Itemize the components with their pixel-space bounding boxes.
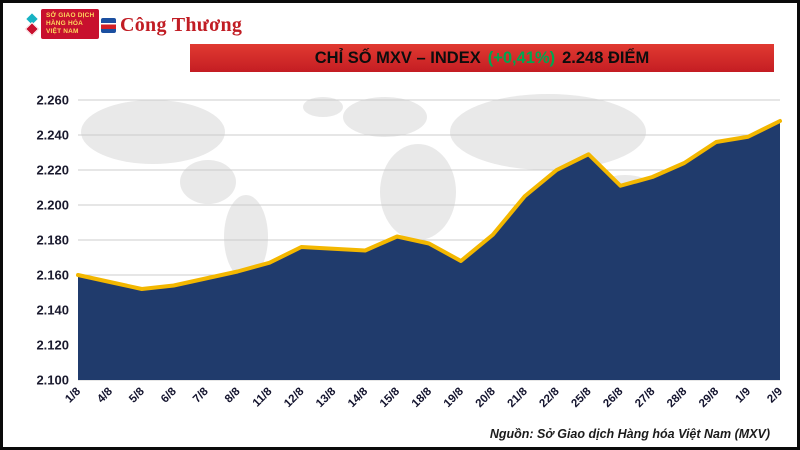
source-note: Nguồn: Sở Giao dịch Hàng hóa Việt Nam (M…: [489, 427, 770, 441]
mxv-index-chart: 2.100 2.120 2.140 2.160 2.180 2.200 2.220 2.240…: [36, 93, 785, 410]
x-tick-label: 27/8: [633, 385, 658, 410]
x-tick-label: 29/8: [697, 385, 722, 410]
y-tick-label: 2.200: [36, 198, 69, 213]
title-banner: CHỈ SỐ MXV – INDEX (+0,41%) 2.248 ĐIỂM: [190, 44, 774, 72]
x-tick-label: 25/8: [569, 385, 594, 410]
x-tick-label: 20/8: [474, 385, 499, 410]
chart-title: CHỈ SỐ MXV – INDEX: [314, 48, 481, 67]
congthuong-logo: Công Thương: [101, 14, 242, 37]
x-tick-label: 14/8: [346, 385, 371, 410]
index-line: [76, 119, 782, 291]
mxv-logo-line1: SỞ GIAO DỊCH: [46, 12, 95, 19]
y-tick-label: 2.260: [36, 93, 69, 108]
x-tick-label: 4/8: [95, 385, 115, 405]
y-tick-label: 2.240: [36, 128, 69, 143]
mxv-logo: SỞ GIAO DỊCH HÀNG HÓA VIỆT NAM: [24, 9, 100, 40]
x-tick-label: 21/8: [506, 385, 531, 410]
congthuong-logo-text: Công Thương: [120, 14, 243, 36]
x-tick-label: 18/8: [410, 385, 435, 410]
x-tick-label: 8/8: [223, 385, 243, 405]
x-tick-label: 11/8: [251, 385, 275, 409]
x-tick-label: 5/8: [127, 385, 147, 405]
y-tick-label: 2.140: [36, 303, 69, 318]
y-tick-label: 2.120: [36, 338, 69, 353]
x-tick-label: 19/8: [442, 385, 467, 410]
mxv-diamond-icon: [24, 13, 39, 36]
y-tick-label: 2.100: [36, 373, 69, 388]
index-area-fill: [78, 121, 780, 380]
chart-change-percent: (+0,41%): [487, 48, 556, 67]
x-tick-label: 1/9: [733, 386, 753, 406]
y-tick-label: 2.180: [36, 233, 69, 248]
x-tick-label: 26/8: [601, 385, 626, 410]
mxv-logo-textbox: SỞ GIAO DỊCH HÀNG HÓA VIỆT NAM: [41, 9, 100, 40]
x-tick-label: 22/8: [537, 385, 562, 410]
y-tick-label: 2.220: [36, 163, 69, 178]
x-tick-label: 1/8: [63, 385, 83, 405]
chart-current-value: 2.248 ĐIỂM: [562, 48, 650, 67]
x-tick-label: 15/8: [378, 385, 403, 410]
congthuong-emblem-icon: [101, 18, 116, 33]
x-tick-label: 13/8: [314, 385, 339, 410]
mxv-diamond-red: [24, 21, 39, 36]
x-tick-label: 12/8: [282, 385, 307, 410]
x-tick-label: 6/8: [159, 385, 179, 405]
y-tick-label: 2.160: [36, 268, 69, 283]
x-tick-label: 28/8: [665, 385, 690, 410]
x-tick-label: 7/8: [191, 385, 211, 405]
mxv-logo-line3: VIỆT NAM: [46, 28, 79, 36]
x-tick-label: 2/9: [765, 386, 785, 406]
mxv-logo-line2: HÀNG HÓA: [46, 20, 83, 28]
